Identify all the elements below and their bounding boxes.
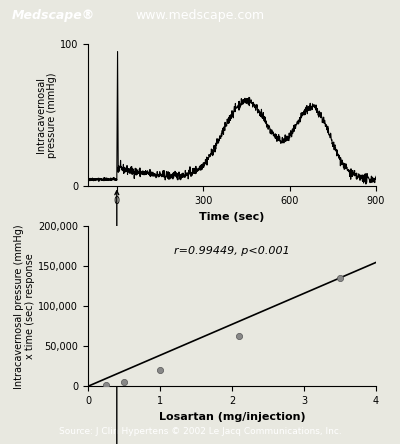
Text: www.medscape.com: www.medscape.com: [136, 9, 264, 22]
Y-axis label: Intracavernosal
pressure (mmHg): Intracavernosal pressure (mmHg): [36, 73, 57, 158]
Point: [121, 379, 127, 386]
Text: Medscape®: Medscape®: [12, 9, 95, 22]
Point: [337, 275, 343, 282]
Point: [157, 367, 163, 374]
X-axis label: Time (sec): Time (sec): [199, 212, 265, 222]
Text: r=0.99449, p<0.001: r=0.99449, p<0.001: [174, 246, 290, 257]
Point: [236, 333, 242, 340]
Text: Source: J Clin Hypertens © 2002 Le Jacq Communications, Inc.: Source: J Clin Hypertens © 2002 Le Jacq …: [59, 427, 341, 436]
Text: Losartan (1 mg): Losartan (1 mg): [78, 191, 156, 444]
X-axis label: Losartan (mg/injection): Losartan (mg/injection): [159, 412, 305, 421]
Point: [103, 381, 109, 388]
Y-axis label: Intracavernosal pressure (mmHg)
x time (sec) response: Intracavernosal pressure (mmHg) x time (…: [14, 224, 36, 388]
